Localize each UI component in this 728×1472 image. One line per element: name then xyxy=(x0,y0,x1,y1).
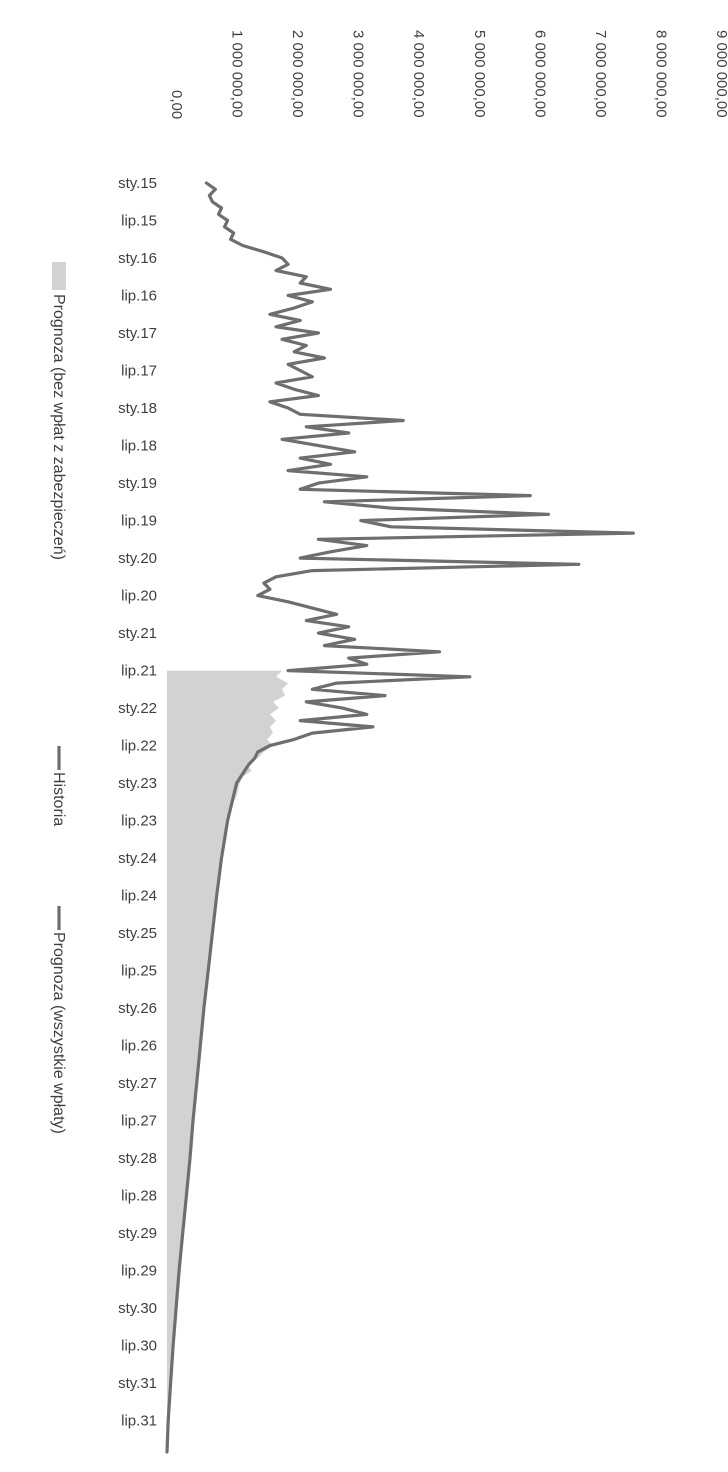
time-tick-label: lip.25 xyxy=(121,963,157,980)
time-tick-label: sty.15 xyxy=(118,175,157,192)
time-tick-label: sty.18 xyxy=(118,400,157,417)
value-axis-tick-labels: 0,00 1 000 000,00 2 000 000,00 3 000 000,00… xyxy=(168,30,728,119)
time-tick-label: sty.23 xyxy=(118,775,157,792)
value-tick-label: 3 000 000,00 xyxy=(350,30,367,118)
value-tick-label: 7 000 000,00 xyxy=(592,30,609,118)
time-tick-label: sty.31 xyxy=(118,1375,157,1392)
time-tick-label: lip.28 xyxy=(121,1188,157,1205)
time-tick-label: sty.26 xyxy=(118,1000,157,1017)
value-tick-label: 4 000 000,00 xyxy=(410,30,427,118)
time-axis-tick-labels: sty.15 lip.15 sty.16 lip.16 sty.17 lip.17 sty.… xyxy=(118,175,157,1430)
value-tick-label: 6 000 000,00 xyxy=(531,30,548,118)
time-tick-label: lip.27 xyxy=(121,1113,157,1130)
legend-label: Prognoza (bez wpłat z zabezpieczeń) xyxy=(50,294,67,560)
time-tick-label: sty.24 xyxy=(118,850,157,867)
time-tick-label: sty.22 xyxy=(118,700,157,717)
value-tick-label: 5 000 000,00 xyxy=(471,30,488,118)
time-tick-label: lip.15 xyxy=(121,213,157,230)
legend-label: Historia xyxy=(50,772,67,826)
time-tick-label: sty.19 xyxy=(118,475,157,492)
time-tick-label: sty.17 xyxy=(118,325,157,342)
time-tick-label: lip.17 xyxy=(121,363,157,380)
series-line-forecast-all-payments xyxy=(165,762,251,1454)
time-tick-label: sty.25 xyxy=(118,925,157,942)
value-tick-label: 8 000 000,00 xyxy=(652,30,669,118)
value-tick-label: 0,00 xyxy=(168,90,185,119)
time-tick-label: sty.29 xyxy=(118,1225,157,1242)
time-tick-label: lip.22 xyxy=(121,738,157,755)
time-tick-label: sty.21 xyxy=(118,625,157,642)
time-tick-label: lip.16 xyxy=(121,288,157,305)
legend-item-forecast-no-collateral: Prognoza (bez wpłat z zabezpieczeń) xyxy=(50,262,67,560)
series-line-history xyxy=(204,181,635,766)
value-tick-label: 9 000 000,00 xyxy=(713,30,728,118)
time-tick-label: lip.18 xyxy=(121,438,157,455)
plot-area xyxy=(165,181,635,1454)
time-tick-label: lip.23 xyxy=(121,813,157,830)
time-tick-label: lip.30 xyxy=(121,1338,157,1355)
time-tick-label: sty.16 xyxy=(118,250,157,267)
time-tick-label: lip.24 xyxy=(121,888,157,905)
time-tick-label: lip.19 xyxy=(121,513,157,530)
time-tick-label: lip.31 xyxy=(121,1413,157,1430)
legend-item-forecast-all-payments: Prognoza (wszystkie wpłaty) xyxy=(50,906,67,1134)
legend-swatch xyxy=(52,262,66,290)
time-tick-label: sty.28 xyxy=(118,1150,157,1167)
legend-item-history: Historia xyxy=(50,746,67,826)
time-tick-label: sty.27 xyxy=(118,1075,157,1092)
series-area-forecast-no-collateral xyxy=(167,670,289,1452)
time-tick-label: lip.29 xyxy=(121,1263,157,1280)
value-tick-label: 2 000 000,00 xyxy=(289,30,306,118)
legend: Prognoza (bez wpłat z zabezpieczeń) Histo… xyxy=(50,262,67,1134)
time-tick-label: sty.20 xyxy=(118,550,157,567)
legend-label: Prognoza (wszystkie wpłaty) xyxy=(50,932,67,1134)
time-tick-label: sty.30 xyxy=(118,1300,157,1317)
time-tick-label: lip.20 xyxy=(121,588,157,605)
value-tick-label: 1 000 000,00 xyxy=(229,30,246,118)
time-tick-label: lip.21 xyxy=(121,663,157,680)
time-tick-label: lip.26 xyxy=(121,1038,157,1055)
